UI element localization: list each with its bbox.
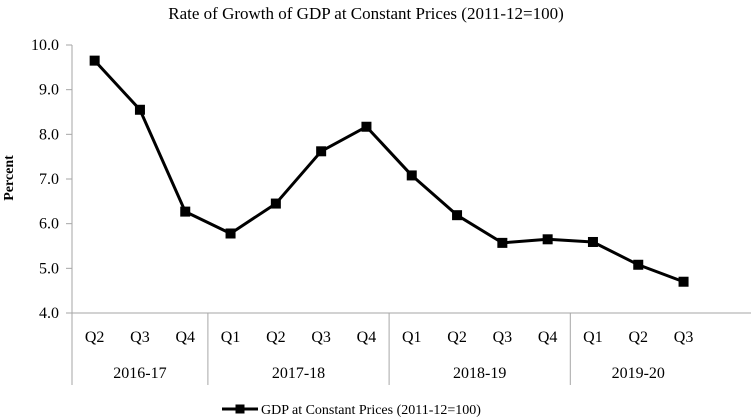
data-point — [134, 104, 145, 115]
y-tick-label: 10.0 — [31, 37, 59, 54]
x-tick-label: Q1 — [402, 329, 422, 346]
legend-label: GDP at Constant Prices (2011-12=100) — [261, 403, 481, 418]
x-axis-categories: Q2 Q3 Q4 Q1 Q2 Q3 Q4 Q1 Q2 Q3 Q4 Q1 Q2 Q3 — [85, 329, 693, 346]
x-tick-label: Q2 — [628, 329, 648, 346]
y-tick-label: 6.0 — [39, 216, 59, 233]
x-axis-groups: 2016-17 2017-18 2018-19 2019-20 — [113, 313, 665, 385]
x-tick-label: Q4 — [357, 329, 377, 346]
x-group-label: 2018-19 — [453, 365, 506, 382]
y-tick-label: 4.0 — [39, 305, 59, 322]
x-group-label: 2019-20 — [612, 365, 665, 382]
x-tick-label: Q1 — [583, 329, 603, 346]
x-tick-label: Q2 — [447, 329, 467, 346]
series-line — [93, 59, 685, 284]
data-point — [587, 236, 598, 247]
data-point — [180, 206, 191, 217]
data-point — [316, 146, 327, 157]
x-tick-label: Q2 — [266, 329, 286, 346]
data-point — [542, 234, 553, 245]
x-tick-label: Q3 — [130, 329, 150, 346]
y-axis-ticks: 4.0 5.0 6.0 7.0 8.0 9.0 10.0 — [31, 37, 72, 322]
data-point — [633, 259, 644, 270]
x-tick-label: Q4 — [538, 329, 558, 346]
data-point — [678, 276, 689, 287]
x-tick-label: Q4 — [175, 329, 195, 346]
x-tick-label: Q1 — [221, 329, 241, 346]
y-tick-label: 5.0 — [39, 260, 59, 277]
data-point — [497, 237, 508, 248]
data-point — [452, 210, 463, 221]
data-point — [89, 55, 100, 66]
data-point — [225, 228, 236, 239]
legend: GDP at Constant Prices (2011-12=100) — [222, 403, 481, 418]
y-axis-label: Percent — [2, 155, 17, 201]
x-tick-label: Q3 — [493, 329, 513, 346]
legend-marker — [235, 404, 245, 414]
data-point — [406, 170, 417, 181]
y-tick-label: 9.0 — [39, 82, 59, 99]
x-group-label: 2016-17 — [113, 365, 166, 382]
x-tick-label: Q2 — [85, 329, 105, 346]
chart-title: Rate of Growth of GDP at Constant Prices… — [168, 4, 564, 23]
x-tick-label: Q3 — [311, 329, 331, 346]
data-series — [89, 55, 689, 287]
y-tick-label: 8.0 — [39, 126, 59, 143]
x-group-label: 2017-18 — [272, 365, 325, 382]
data-point — [270, 198, 281, 209]
y-tick-label: 7.0 — [39, 171, 59, 188]
data-point — [361, 121, 372, 132]
x-tick-label: Q3 — [674, 329, 694, 346]
axes — [71, 45, 751, 385]
